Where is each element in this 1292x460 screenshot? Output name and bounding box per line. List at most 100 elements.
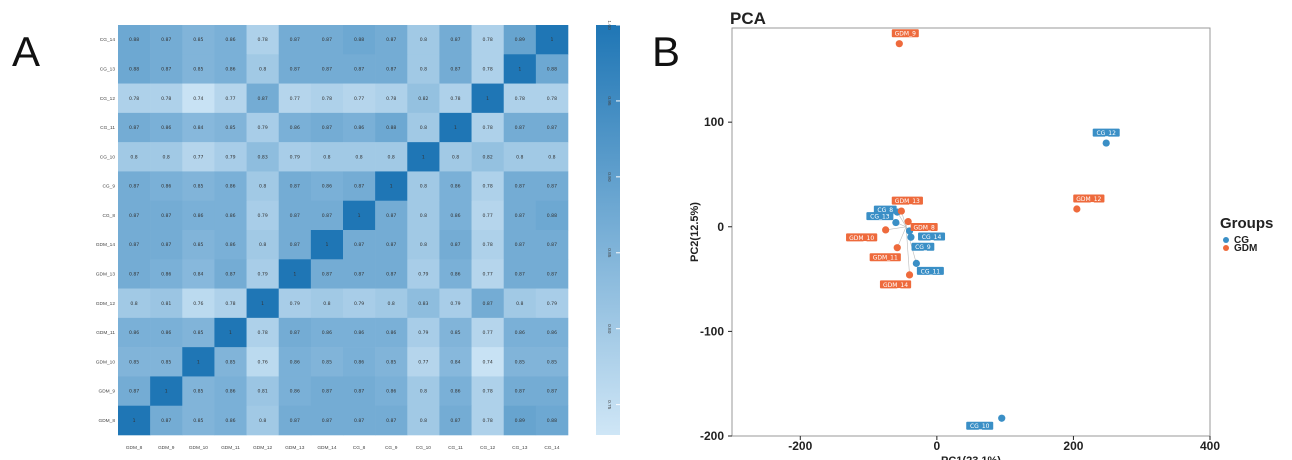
pca-point-label-box xyxy=(966,421,994,430)
heatmap-cell-value: 0.86 xyxy=(290,125,300,131)
heatmap-cell xyxy=(503,25,537,55)
heatmap-row-label: GDM_11 xyxy=(96,330,115,336)
heatmap-cell xyxy=(471,25,505,55)
heatmap-cell xyxy=(503,142,537,172)
heatmap-cell xyxy=(407,405,440,436)
heatmap-cell-value: 0.79 xyxy=(354,301,364,307)
heatmap-cell-value: 0.87 xyxy=(129,184,139,190)
heatmap-cell-value: 0.8 xyxy=(323,301,330,307)
heatmap-cell xyxy=(439,54,472,84)
heatmap-cell xyxy=(407,54,440,84)
heatmap-cell-value: 0.79 xyxy=(290,154,300,160)
heatmap-cell xyxy=(375,405,408,436)
heatmap-cell xyxy=(535,376,569,407)
heatmap-cell-value: 0.87 xyxy=(290,37,300,43)
heatmap-row-label: CG_14 xyxy=(100,37,116,43)
pca-connector xyxy=(905,226,910,275)
heatmap-cell-value: 0.86 xyxy=(161,125,171,131)
heatmap-cell-value: 0.87 xyxy=(322,418,332,424)
heatmap-cell xyxy=(182,83,215,114)
pca-point-label: GDM_9 xyxy=(895,31,916,38)
heatmap-cell-value: 0.87 xyxy=(547,184,557,190)
pca-xtick-label: 0 xyxy=(934,439,941,453)
heatmap-cell xyxy=(407,317,440,348)
heatmap-cell xyxy=(503,112,537,143)
heatmap-cell-value: 0.82 xyxy=(418,96,428,102)
heatmap-cell-value: 0.87 xyxy=(322,125,332,131)
heatmap-cell-value: 0.89 xyxy=(515,37,525,43)
heatmap-cell-value: 0.85 xyxy=(193,418,203,424)
heatmap-cell-value: 0.86 xyxy=(322,330,332,336)
pca-point xyxy=(907,233,915,241)
heatmap-row-label: CG_12 xyxy=(100,96,116,102)
heatmap-cell xyxy=(246,200,280,231)
heatmap-cell xyxy=(310,317,344,348)
heatmap-cell xyxy=(150,376,183,407)
heatmap-cell-value: 0.8 xyxy=(420,389,427,395)
heatmap-cell xyxy=(407,288,440,319)
heatmap-cell xyxy=(214,405,247,436)
heatmap-cell-value: 0.87 xyxy=(258,96,268,102)
heatmap-cell xyxy=(375,376,408,407)
heatmap-cell xyxy=(343,112,376,143)
heatmap-cell xyxy=(535,317,569,348)
heatmap-cell-value: 0.79 xyxy=(547,301,557,307)
pca-point-label: CG_10 xyxy=(970,423,990,430)
heatmap-cell-value: 0.87 xyxy=(290,330,300,336)
pca-legend-label: CG xyxy=(1234,235,1249,246)
heatmap-cell-value: 0.86 xyxy=(161,330,171,336)
heatmap-cell xyxy=(439,230,472,260)
heatmap-cell-value: 0.8 xyxy=(259,418,266,424)
heatmap-cell-value: 0.85 xyxy=(193,242,203,248)
heatmap-cell xyxy=(310,376,344,407)
heatmap-cell-value: 0.87 xyxy=(322,67,332,73)
heatmap-cell-value: 0.86 xyxy=(225,37,235,43)
heatmap-cell-value: 0.8 xyxy=(420,213,427,219)
heatmap-cell xyxy=(535,83,569,114)
heatmap-cell-value: 0.86 xyxy=(386,389,396,395)
heatmap-cell xyxy=(150,54,183,84)
heatmap-row-label: CG_11 xyxy=(100,125,115,131)
heatmap-cell-value: 1 xyxy=(550,37,553,43)
pca-point-label-box xyxy=(869,253,901,262)
heatmap-cell xyxy=(343,405,376,436)
heatmap-cell-value: 0.78 xyxy=(483,37,493,43)
heatmap-cell xyxy=(535,200,569,231)
pca-point-label-box xyxy=(1073,194,1105,203)
heatmap-cell-value: 0.85 xyxy=(129,359,139,365)
heatmap-cell xyxy=(278,230,312,260)
heatmap-cell xyxy=(278,200,312,231)
heatmap-cell-value: 0.78 xyxy=(483,67,493,73)
heatmap-cell-value: 0.87 xyxy=(547,242,557,248)
heatmap-cell-value: 0.78 xyxy=(386,96,396,102)
heatmap-cell-value: 1 xyxy=(358,213,361,219)
heatmap-cell xyxy=(118,112,151,143)
heatmap-cell xyxy=(310,142,344,172)
heatmap-cell-value: 0.86 xyxy=(161,184,171,190)
heatmap-cell-value: 0.8 xyxy=(420,242,427,248)
heatmap-cell-value: 0.78 xyxy=(258,37,268,43)
heatmap-cell-value: 0.8 xyxy=(420,67,427,73)
heatmap-cell-value: 0.74 xyxy=(483,359,493,365)
pca-point xyxy=(895,40,903,48)
heatmap-cell xyxy=(343,171,376,202)
pca-ytick-label: 0 xyxy=(717,220,724,234)
heatmap-cell xyxy=(375,288,408,319)
heatmap-cell-value: 0.8 xyxy=(548,154,555,160)
pca-point-label-box xyxy=(891,196,923,205)
heatmap-cell xyxy=(439,317,472,348)
heatmap-cell xyxy=(343,142,376,172)
heatmap-cell-value: 0.87 xyxy=(450,418,460,424)
heatmap-cell-value: 0.87 xyxy=(161,37,171,43)
heatmap-cell xyxy=(214,25,247,55)
heatmap-cell-value: 0.87 xyxy=(290,418,300,424)
heatmap-cell xyxy=(407,142,440,172)
heatmap-cell-value: 0.87 xyxy=(354,272,364,278)
pca-point-label-box xyxy=(879,280,912,289)
heatmap-cell xyxy=(407,376,440,407)
heatmap-cell xyxy=(310,259,344,289)
heatmap-cell-value: 0.87 xyxy=(450,242,460,248)
heatmap-cell xyxy=(535,112,569,143)
heatmap-cell xyxy=(503,347,537,377)
